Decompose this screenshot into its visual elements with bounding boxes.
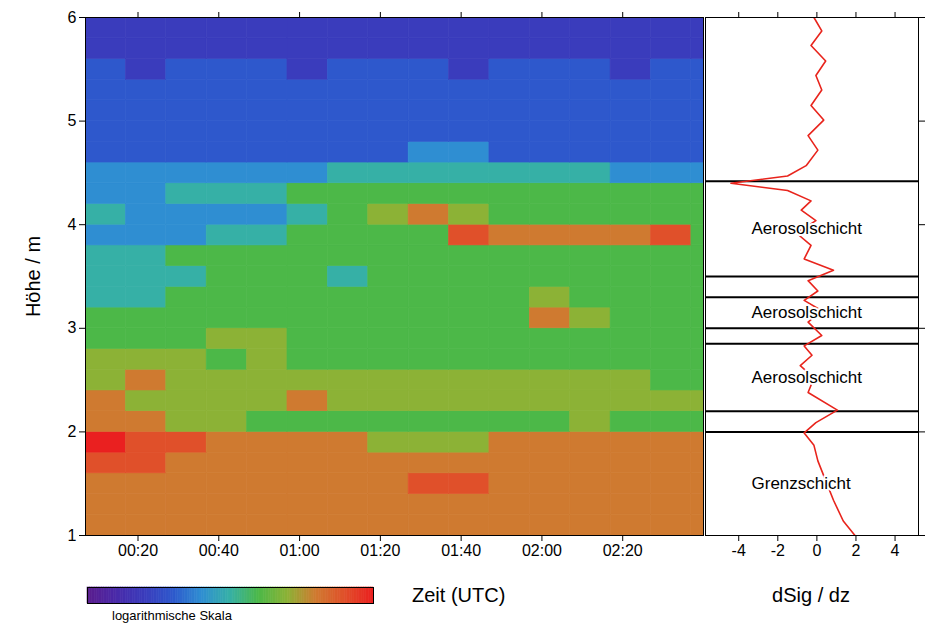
svg-text:Aerosolschicht: Aerosolschicht	[752, 303, 863, 322]
svg-text:4: 4	[68, 216, 77, 233]
svg-text:0: 0	[812, 542, 821, 559]
svg-text:01:00: 01:00	[280, 542, 320, 559]
svg-text:5: 5	[68, 112, 77, 129]
svg-text:Aerosolschicht: Aerosolschicht	[752, 368, 863, 387]
svg-text:2: 2	[852, 542, 861, 559]
svg-text:02:00: 02:00	[522, 542, 562, 559]
svg-text:Grenzschicht: Grenzschicht	[752, 474, 851, 493]
svg-text:4: 4	[891, 542, 900, 559]
svg-text:-4: -4	[732, 542, 746, 559]
html-text:Zeit (UTC): Zeit (UTC)	[412, 584, 506, 606]
svg-text:3: 3	[68, 319, 77, 336]
svg-text:Aerosolschicht: Aerosolschicht	[752, 219, 863, 238]
html-text:dSig / dz: dSig / dz	[772, 584, 850, 606]
svg-text:00:40: 00:40	[199, 542, 239, 559]
html-text:logarithmische Skala: logarithmische Skala	[112, 608, 232, 623]
svg-text:2: 2	[68, 423, 77, 440]
svg-text:6: 6	[68, 9, 77, 26]
svg-text:-2: -2	[771, 542, 785, 559]
svg-text:00:20: 00:20	[118, 542, 158, 559]
svg-text:1: 1	[68, 527, 77, 544]
svg-text:01:20: 01:20	[360, 542, 400, 559]
svg-text:02:20: 02:20	[603, 542, 643, 559]
svg-text:01:40: 01:40	[441, 542, 481, 559]
svg-text:Höhe / m: Höhe / m	[22, 236, 44, 317]
